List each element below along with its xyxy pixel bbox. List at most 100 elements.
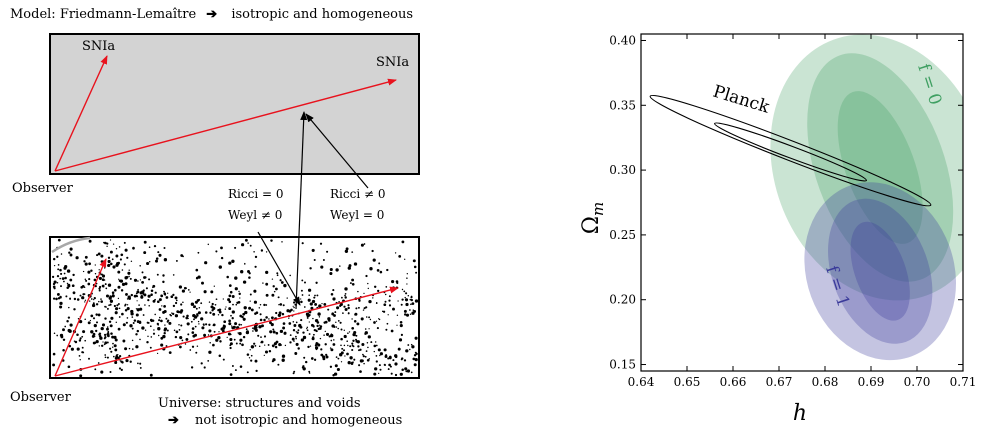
galaxy-dot	[339, 302, 343, 307]
galaxy-dot	[384, 300, 387, 303]
galaxy-dot	[344, 296, 347, 299]
galaxy-dot	[95, 313, 98, 316]
galaxy-dot	[73, 297, 77, 301]
galaxy-dot	[149, 346, 152, 349]
galaxy-dot	[132, 322, 135, 324]
galaxy-dot	[298, 323, 302, 328]
y-tick-label: 0.20	[609, 293, 636, 307]
galaxy-dot	[52, 352, 56, 356]
galaxy-dot	[375, 355, 378, 357]
galaxy-dot	[255, 369, 258, 373]
galaxy-dot	[69, 253, 73, 257]
galaxy-dot	[166, 320, 169, 323]
galaxy-dot	[303, 281, 307, 284]
galaxy-dot	[201, 281, 204, 285]
galaxy-dot	[163, 305, 166, 308]
galaxy-dot	[335, 356, 338, 358]
galaxy-dot	[94, 264, 96, 266]
galaxy-dot	[303, 356, 306, 359]
galaxy-dot	[346, 340, 349, 343]
galaxy-dot	[343, 329, 345, 331]
galaxy-dot	[270, 239, 273, 242]
x-tick-label: 0.67	[766, 375, 793, 389]
galaxy-dot	[375, 344, 378, 347]
galaxy-dot	[192, 334, 196, 338]
galaxy-dot	[107, 331, 110, 334]
galaxy-dot	[229, 301, 231, 303]
galaxy-dot	[313, 324, 315, 327]
galaxy-dot	[113, 304, 117, 308]
galaxy-dot	[181, 339, 184, 342]
galaxy-dot	[413, 353, 417, 357]
galaxy-dot	[275, 287, 278, 291]
galaxy-dot	[334, 364, 338, 368]
galaxy-dot	[300, 319, 303, 322]
galaxy-dot	[126, 298, 129, 300]
galaxy-dot	[120, 368, 123, 372]
galaxy-dot	[259, 313, 262, 316]
galaxy-dot	[124, 308, 128, 312]
galaxy-dot	[52, 257, 56, 261]
galaxy-dot	[164, 259, 167, 261]
galaxy-dot	[133, 319, 137, 322]
galaxy-dot	[157, 251, 160, 254]
galaxy-dot	[346, 352, 349, 356]
galaxy-dot	[315, 330, 318, 333]
galaxy-dot	[208, 323, 211, 326]
galaxy-dot	[242, 280, 247, 284]
galaxy-dot	[64, 276, 67, 280]
galaxy-dot	[57, 264, 60, 266]
galaxy-dot	[140, 295, 144, 299]
galaxy-dot	[320, 348, 323, 351]
galaxy-dot	[89, 300, 91, 302]
galaxy-dot	[208, 301, 211, 303]
galaxy-dot	[122, 339, 126, 343]
galaxy-dot	[52, 285, 56, 289]
universe-ray-right	[54, 286, 399, 377]
galaxy-dot	[351, 318, 353, 320]
galaxy-dot	[106, 327, 109, 331]
galaxy-dot	[254, 265, 257, 268]
galaxy-dot	[313, 296, 316, 299]
galaxy-dot	[106, 307, 109, 310]
galaxy-dot	[250, 308, 254, 312]
galaxy-dot	[286, 309, 290, 313]
galaxy-dot	[67, 365, 71, 369]
galaxy-dot	[242, 317, 246, 321]
galaxy-dot	[106, 332, 110, 336]
galaxy-dot	[271, 344, 275, 348]
galaxy-dot	[404, 296, 406, 299]
galaxy-dot	[52, 282, 56, 286]
galaxy-dot	[197, 275, 201, 279]
galaxy-dot	[83, 293, 86, 295]
galaxy-dot	[218, 354, 222, 357]
galaxy-dot	[397, 300, 399, 302]
galaxy-dot	[307, 288, 312, 292]
galaxy-dot	[307, 298, 311, 302]
galaxy-dot	[143, 251, 147, 255]
galaxy-dot	[260, 341, 262, 344]
galaxy-dot	[110, 316, 114, 320]
galaxy-dot	[272, 285, 275, 288]
galaxy-dot	[178, 285, 183, 289]
galaxy-dot	[272, 328, 275, 331]
galaxy-dot	[119, 279, 124, 283]
galaxy-dot	[94, 368, 97, 371]
galaxy-dot	[111, 258, 114, 261]
galaxy-dot	[316, 294, 319, 297]
galaxy-dot	[143, 240, 147, 244]
galaxy-dot	[265, 251, 268, 253]
galaxy-dot	[131, 327, 134, 330]
galaxy-dot	[187, 333, 190, 336]
galaxy-dot	[244, 263, 246, 265]
galaxy-dot	[116, 304, 119, 307]
galaxy-dot	[317, 327, 321, 331]
galaxy-distribution	[51, 238, 419, 378]
galaxy-dot	[319, 325, 323, 328]
galaxy-dot	[277, 313, 282, 317]
galaxy-dot	[133, 294, 137, 298]
galaxy-dot	[229, 337, 233, 342]
galaxy-dot	[353, 330, 357, 335]
galaxy-dot	[322, 259, 325, 261]
galaxy-dot	[148, 305, 150, 307]
